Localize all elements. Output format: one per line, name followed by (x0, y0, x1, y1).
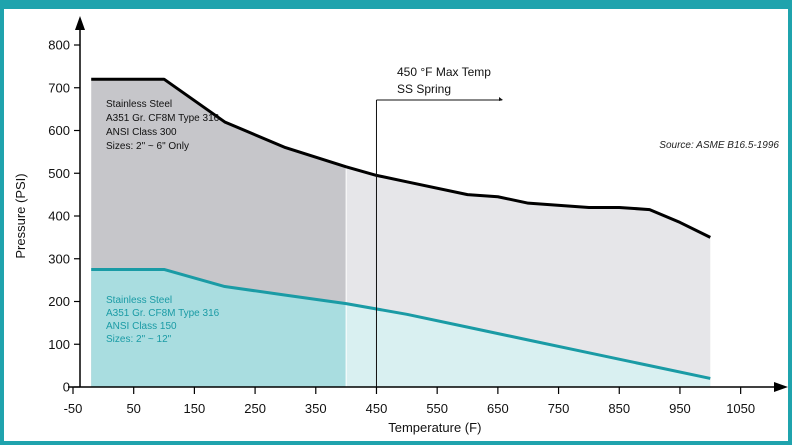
x-tick-label: 350 (305, 401, 327, 416)
x-tick-label: 550 (426, 401, 448, 416)
x-tick-label: 450 (366, 401, 388, 416)
series-0-label: Sizes: 2" ~ 6" Only (106, 141, 189, 152)
annotation-text: 450 °F Max Temp (397, 65, 491, 79)
x-tick-label: 1050 (726, 401, 755, 416)
y-tick-label: 300 (48, 251, 70, 266)
series-1-area-dark (91, 269, 347, 387)
y-tick-label: 800 (48, 38, 70, 53)
y-tick-label: 600 (48, 123, 70, 138)
series-0-label: ANSI Class 300 (106, 127, 177, 138)
series-1-label: ANSI Class 150 (106, 321, 177, 332)
series-1-area-light (346, 303, 711, 387)
series-1-label: A351 Gr. CF8M Type 316 (106, 308, 220, 319)
series-1-label: Stainless Steel (106, 295, 172, 306)
y-axis-title: Pressure (PSI) (13, 173, 28, 258)
source-note: Source: ASME B16.5-1996 (659, 140, 779, 151)
y-tick-label: 500 (48, 166, 70, 181)
series-1-line (91, 267, 711, 380)
x-tick-label: 950 (669, 401, 691, 416)
series-0-label: Stainless Steel (106, 99, 172, 110)
x-tick-label: 150 (184, 401, 206, 416)
x-tick-label: -50 (64, 401, 83, 416)
y-tick-label: 200 (48, 294, 70, 309)
x-axis-title: Temperature (F) (388, 420, 481, 435)
x-tick-label: 850 (608, 401, 630, 416)
series-1-label: Sizes: 2" ~ 12" (106, 334, 172, 345)
y-axis-arrow (75, 16, 85, 30)
annotation-arrowhead (499, 97, 503, 101)
series-0-label: A351 Gr. CF8M Type 316 (106, 113, 220, 124)
x-tick-label: 750 (548, 401, 570, 416)
x-tick-label: 650 (487, 401, 509, 416)
series-0-line (91, 77, 711, 239)
x-axis-arrow (774, 382, 788, 392)
y-tick-label: 400 (48, 209, 70, 224)
annotation-text: SS Spring (397, 82, 451, 96)
x-tick-label: 250 (244, 401, 266, 416)
y-tick-label: 100 (48, 337, 70, 352)
x-tick-label: 50 (126, 401, 140, 416)
y-tick-label: 700 (48, 80, 70, 95)
y-tick-label: 0 (63, 380, 70, 395)
